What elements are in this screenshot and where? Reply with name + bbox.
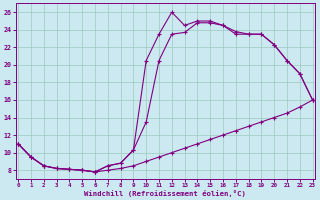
X-axis label: Windchill (Refroidissement éolien,°C): Windchill (Refroidissement éolien,°C) (84, 190, 246, 197)
